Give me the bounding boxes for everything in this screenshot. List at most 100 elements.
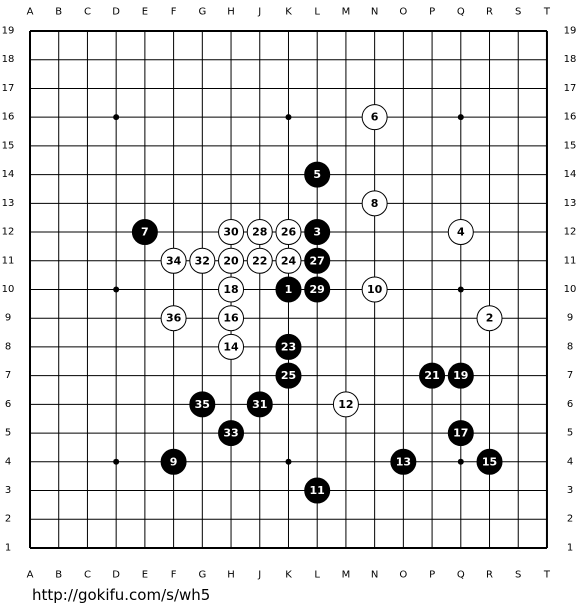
stone (332, 391, 359, 418)
move-number: 8 (371, 197, 379, 210)
column-label: Q (457, 570, 465, 581)
row-label: 19 (2, 26, 15, 37)
stone (304, 219, 331, 246)
column-label: S (515, 570, 521, 581)
row-label: 13 (564, 198, 577, 209)
row-label: 11 (2, 255, 15, 266)
row-label: 9 (5, 313, 11, 324)
stone (218, 276, 245, 303)
stone (131, 219, 158, 246)
move-number: 14 (223, 340, 239, 353)
column-label: F (171, 570, 177, 581)
move-number: 1 (285, 283, 293, 296)
stone (447, 420, 474, 447)
stone (390, 448, 417, 475)
star-point (457, 286, 464, 293)
move-number: 25 (281, 369, 296, 382)
row-label: 18 (2, 54, 15, 65)
move-number: 33 (223, 427, 238, 440)
stone (246, 391, 273, 418)
column-label: A (27, 570, 34, 581)
row-label: 18 (564, 54, 577, 65)
column-label: M (342, 7, 351, 18)
column-label: E (142, 7, 148, 18)
move-number: 29 (310, 283, 325, 296)
row-label: 17 (564, 83, 577, 94)
stone (275, 333, 302, 360)
move-number: 35 (195, 398, 210, 411)
column-label: K (285, 7, 292, 18)
stone (476, 448, 503, 475)
column-label: H (227, 7, 235, 18)
column-label: M (342, 570, 351, 581)
stone (218, 420, 245, 447)
row-label: 2 (567, 514, 573, 525)
move-number: 32 (195, 254, 210, 267)
row-label: 1 (5, 542, 11, 553)
column-label: C (84, 7, 91, 18)
stone (447, 362, 474, 389)
move-number: 9 (170, 455, 178, 468)
stone (275, 276, 302, 303)
row-label: 8 (5, 341, 11, 352)
stone (189, 247, 216, 274)
stone (218, 219, 245, 246)
row-label: 3 (567, 485, 573, 496)
row-label: 14 (2, 169, 15, 180)
stone (275, 362, 302, 389)
column-label: D (112, 570, 120, 581)
move-number: 12 (338, 398, 353, 411)
row-label: 16 (564, 112, 577, 123)
stone (304, 247, 331, 274)
column-label: C (84, 570, 91, 581)
move-number: 16 (223, 312, 239, 325)
stone (476, 305, 503, 332)
star-point (457, 458, 464, 465)
stone (304, 161, 331, 188)
column-label: O (399, 570, 407, 581)
column-label: K (285, 570, 292, 581)
stone (160, 448, 187, 475)
row-label: 15 (2, 140, 15, 151)
stone (246, 219, 273, 246)
move-number: 11 (310, 484, 325, 497)
move-number: 4 (457, 226, 465, 239)
star-point (457, 114, 464, 121)
row-label: 5 (567, 428, 573, 439)
row-label: 10 (564, 284, 577, 295)
move-number: 17 (453, 427, 468, 440)
move-number: 27 (310, 254, 325, 267)
move-number: 34 (166, 254, 182, 267)
footer-url: http://gokifu.com/s/wh5 (32, 586, 210, 604)
row-label: 3 (5, 485, 11, 496)
move-number: 19 (453, 369, 468, 382)
row-label: 12 (2, 227, 15, 238)
stone (218, 305, 245, 332)
column-label: N (371, 7, 378, 18)
column-label: A (27, 7, 34, 18)
row-label: 14 (564, 169, 577, 180)
star-point (113, 286, 120, 293)
column-label: B (55, 570, 62, 581)
row-label: 13 (2, 198, 15, 209)
move-number: 24 (281, 254, 297, 267)
move-number: 18 (223, 283, 238, 296)
row-label: 19 (564, 26, 577, 37)
row-label: 7 (567, 370, 573, 381)
column-label: P (429, 570, 435, 581)
stone (218, 247, 245, 274)
stone (160, 247, 187, 274)
stone (447, 219, 474, 246)
column-label: G (198, 7, 206, 18)
move-number: 31 (252, 398, 267, 411)
row-label: 4 (567, 456, 573, 467)
row-label: 5 (5, 428, 11, 439)
stone (246, 247, 273, 274)
move-number: 36 (166, 312, 182, 325)
star-point (113, 458, 120, 465)
row-label: 6 (567, 399, 573, 410)
move-number: 10 (367, 283, 383, 296)
move-number: 6 (371, 111, 379, 124)
move-number: 21 (424, 369, 439, 382)
move-number: 20 (223, 254, 239, 267)
